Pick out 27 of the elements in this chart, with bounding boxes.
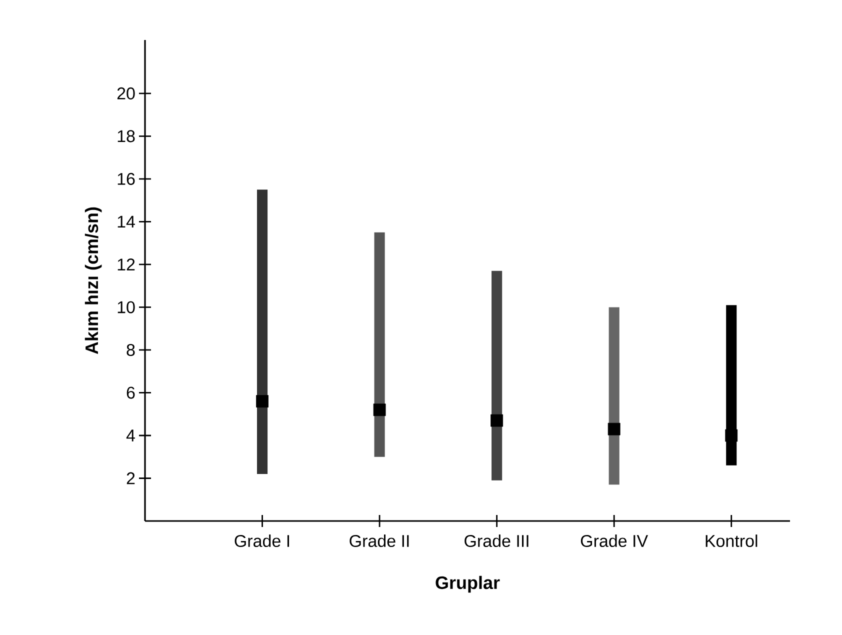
x-tick-label: Grade I (234, 534, 290, 548)
x-tick-label: Grade II (350, 534, 409, 548)
y-tick-label: 20 (117, 87, 135, 100)
bar (608, 307, 620, 485)
y-tick-label: 10 (118, 301, 135, 314)
y-tick-label: 2 (126, 472, 135, 484)
y-tick-label: 4 (126, 430, 135, 442)
point (256, 395, 268, 408)
point (725, 429, 738, 442)
y-tick-label: 6 (126, 386, 135, 399)
x-axis-title: Gruplar (436, 576, 500, 593)
point (490, 414, 504, 427)
x-tick-label: Grade III (464, 534, 528, 548)
y-axis-title: Akım hızı (cm/sn) (84, 207, 102, 354)
y-tick-label: 16 (118, 172, 135, 185)
bar (374, 232, 385, 457)
y-tick-label: 12 (118, 258, 135, 270)
x-tick-label: Kontrol (706, 534, 758, 548)
bar (492, 270, 502, 480)
y-tick-label: 18 (118, 130, 135, 142)
point (608, 422, 620, 436)
bar (726, 305, 737, 466)
x-tick-label: Grade IV (580, 534, 648, 548)
y-tick-label: 14 (118, 216, 135, 228)
y-tick-label: 8 (126, 344, 135, 356)
point (373, 404, 386, 416)
bar (257, 190, 268, 474)
